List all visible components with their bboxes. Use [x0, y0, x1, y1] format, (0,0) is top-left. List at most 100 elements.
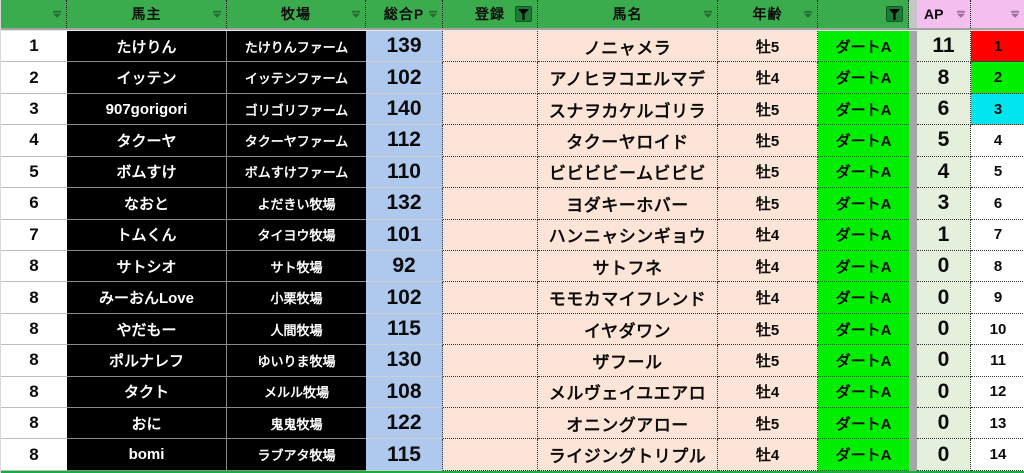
filter-dropdown-icon[interactable] — [428, 11, 438, 18]
cell-ap[interactable]: 0 — [917, 408, 971, 440]
cell-registration[interactable] — [443, 376, 538, 409]
cell-total-points[interactable]: 112 — [366, 125, 443, 157]
header-cell-owner[interactable]: 馬主 — [67, 0, 227, 28]
header-cell-registration[interactable]: 登録 — [443, 0, 538, 28]
cell-age[interactable]: 牡5 — [718, 125, 818, 157]
cell-position[interactable]: 7 — [971, 219, 1024, 251]
cell-registration[interactable] — [443, 345, 538, 377]
cell-rank[interactable]: 8 — [1, 439, 67, 471]
cell-owner[interactable]: やだもー — [67, 313, 227, 346]
cell-ap[interactable]: 1 — [917, 219, 971, 251]
cell-owner[interactable]: なおと — [67, 188, 227, 220]
cell-horse-name[interactable]: ザフール — [538, 345, 718, 377]
cell-rank[interactable]: 8 — [1, 250, 67, 283]
cell-grade[interactable]: ダートA — [818, 282, 909, 314]
cell-total-points[interactable]: 130 — [366, 345, 443, 377]
cell-farm[interactable]: タクーヤファーム — [227, 125, 366, 157]
cell-grade[interactable]: ダートA — [818, 188, 909, 220]
cell-owner[interactable]: トムくん — [67, 219, 227, 251]
cell-age[interactable]: 牡4 — [718, 219, 818, 251]
cell-horse-name[interactable]: ヨダキーホバー — [538, 188, 718, 220]
cell-total-points[interactable]: 140 — [366, 93, 443, 126]
cell-rank[interactable]: 8 — [1, 282, 67, 314]
cell-total-points[interactable]: 122 — [366, 408, 443, 440]
filter-dropdown-icon[interactable] — [956, 11, 966, 18]
cell-rank[interactable]: 6 — [1, 188, 67, 220]
cell-age[interactable]: 牡5 — [718, 188, 818, 220]
cell-position[interactable]: 5 — [971, 156, 1024, 189]
header-cell-ap[interactable]: AP — [917, 0, 971, 28]
cell-registration[interactable] — [443, 439, 538, 471]
cell-grade[interactable]: ダートA — [818, 62, 909, 94]
cell-registration[interactable] — [443, 62, 538, 94]
cell-horse-name[interactable]: ハンニャシンギョウ — [538, 219, 718, 251]
filter-dropdown-icon[interactable] — [1010, 11, 1020, 18]
cell-ap[interactable]: 0 — [917, 282, 971, 314]
cell-position[interactable]: 6 — [971, 188, 1024, 220]
header-cell-grade[interactable] — [818, 0, 909, 28]
cell-horse-name[interactable]: ノニャメラ — [538, 31, 718, 63]
cell-ap[interactable]: 11 — [917, 31, 971, 63]
cell-age[interactable]: 牡5 — [718, 345, 818, 377]
cell-farm[interactable]: たけりんファーム — [227, 31, 366, 63]
cell-position[interactable]: 11 — [971, 345, 1024, 377]
cell-registration[interactable] — [443, 313, 538, 346]
cell-ap[interactable]: 4 — [917, 156, 971, 189]
cell-horse-name[interactable]: タクーヤロイド — [538, 125, 718, 157]
cell-age[interactable]: 牡4 — [718, 282, 818, 314]
cell-horse-name[interactable]: メルヴェイユエアロ — [538, 376, 718, 409]
cell-position[interactable]: 13 — [971, 408, 1024, 440]
filter-dropdown-icon[interactable] — [52, 11, 62, 18]
cell-farm[interactable]: ラブアタ牧場 — [227, 439, 366, 471]
cell-ap[interactable]: 3 — [917, 188, 971, 220]
cell-grade[interactable]: ダートA — [818, 439, 909, 471]
cell-position[interactable]: 14 — [971, 439, 1024, 471]
cell-total-points[interactable]: 102 — [366, 282, 443, 314]
cell-farm[interactable]: ゴリゴリファーム — [227, 93, 366, 126]
cell-farm[interactable]: よだきい牧場 — [227, 188, 366, 220]
cell-owner[interactable]: ポルナレフ — [67, 345, 227, 377]
cell-ap[interactable]: 0 — [917, 313, 971, 346]
cell-grade[interactable]: ダートA — [818, 408, 909, 440]
header-cell-farm[interactable]: 牧場 — [227, 0, 366, 28]
cell-grade[interactable]: ダートA — [818, 125, 909, 157]
cell-age[interactable]: 牡5 — [718, 156, 818, 189]
cell-position[interactable]: 2 — [971, 62, 1024, 94]
cell-registration[interactable] — [443, 282, 538, 314]
cell-rank[interactable]: 2 — [1, 62, 67, 94]
cell-owner[interactable]: サトシオ — [67, 250, 227, 283]
cell-position[interactable]: 1 — [971, 31, 1024, 63]
cell-position[interactable]: 4 — [971, 125, 1024, 157]
cell-grade[interactable]: ダートA — [818, 93, 909, 126]
header-cell-rank[interactable] — [1, 0, 67, 28]
cell-grade[interactable]: ダートA — [818, 313, 909, 346]
cell-ap[interactable]: 6 — [917, 93, 971, 126]
cell-rank[interactable]: 3 — [1, 93, 67, 126]
cell-rank[interactable]: 1 — [1, 31, 67, 63]
cell-age[interactable]: 牡5 — [718, 31, 818, 63]
cell-position[interactable]: 3 — [971, 93, 1024, 126]
cell-horse-name[interactable]: オニングアロー — [538, 408, 718, 440]
filter-funnel-icon[interactable] — [886, 6, 903, 22]
header-cell-position[interactable] — [971, 0, 1024, 28]
filter-dropdown-icon[interactable] — [351, 11, 361, 18]
cell-farm[interactable]: タイヨウ牧場 — [227, 219, 366, 251]
cell-position[interactable]: 8 — [971, 250, 1024, 283]
cell-position[interactable]: 9 — [971, 282, 1024, 314]
cell-registration[interactable] — [443, 156, 538, 189]
cell-registration[interactable] — [443, 125, 538, 157]
cell-rank[interactable]: 5 — [1, 156, 67, 189]
cell-grade[interactable]: ダートA — [818, 376, 909, 409]
cell-ap[interactable]: 8 — [917, 62, 971, 94]
filter-dropdown-icon[interactable] — [212, 11, 222, 18]
cell-age[interactable]: 牡4 — [718, 250, 818, 283]
cell-registration[interactable] — [443, 408, 538, 440]
cell-farm[interactable]: メルル牧場 — [227, 376, 366, 409]
cell-rank[interactable]: 4 — [1, 125, 67, 157]
cell-age[interactable]: 牡5 — [718, 313, 818, 346]
cell-age[interactable]: 牡5 — [718, 93, 818, 126]
header-cell-age[interactable]: 年齢 — [718, 0, 818, 28]
filter-funnel-icon[interactable] — [515, 6, 532, 22]
cell-registration[interactable] — [443, 250, 538, 283]
cell-registration[interactable] — [443, 93, 538, 126]
